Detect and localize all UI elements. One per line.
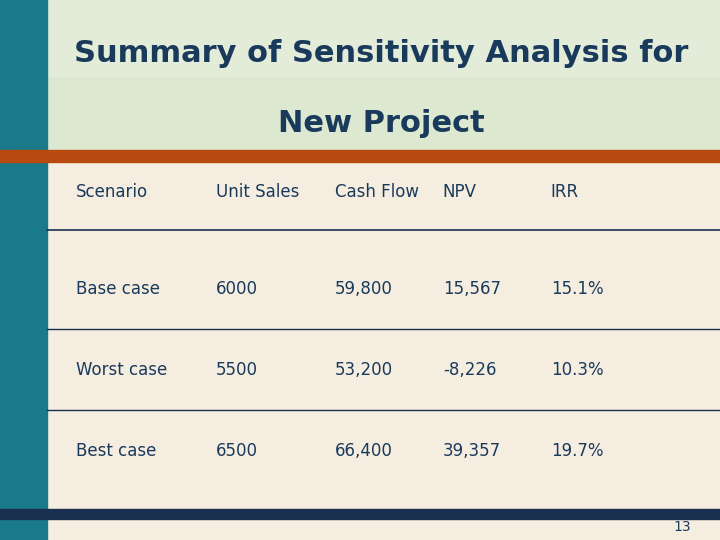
Text: -8,226: -8,226 <box>443 361 496 379</box>
Text: 15,567: 15,567 <box>443 280 501 298</box>
Text: Best case: Best case <box>76 442 156 460</box>
Text: Summary of Sensitivity Analysis for: Summary of Sensitivity Analysis for <box>74 39 689 68</box>
Text: Worst case: Worst case <box>76 361 167 379</box>
Text: 19.7%: 19.7% <box>551 442 603 460</box>
Text: 66,400: 66,400 <box>335 442 392 460</box>
Text: 13: 13 <box>674 519 691 534</box>
Text: Scenario: Scenario <box>76 183 148 201</box>
Text: 6500: 6500 <box>216 442 258 460</box>
Text: Cash Flow: Cash Flow <box>335 183 419 201</box>
Text: 15.1%: 15.1% <box>551 280 603 298</box>
Text: 6000: 6000 <box>216 280 258 298</box>
Text: 10.3%: 10.3% <box>551 361 603 379</box>
Text: 39,357: 39,357 <box>443 442 501 460</box>
Text: 5500: 5500 <box>216 361 258 379</box>
Text: 59,800: 59,800 <box>335 280 392 298</box>
Text: Unit Sales: Unit Sales <box>216 183 300 201</box>
Text: 53,200: 53,200 <box>335 361 393 379</box>
Text: Base case: Base case <box>76 280 160 298</box>
Text: NPV: NPV <box>443 183 477 201</box>
Text: IRR: IRR <box>551 183 579 201</box>
Text: New Project: New Project <box>278 109 485 138</box>
